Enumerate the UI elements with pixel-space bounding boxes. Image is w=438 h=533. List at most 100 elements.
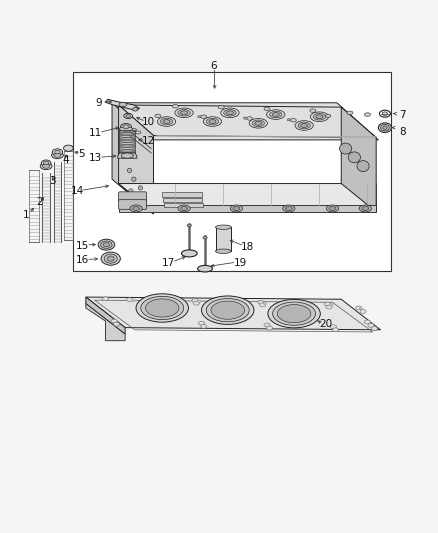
Ellipse shape (198, 300, 201, 303)
Text: 20: 20 (319, 319, 332, 329)
Text: 14: 14 (71, 187, 84, 196)
Ellipse shape (178, 110, 190, 116)
Ellipse shape (52, 149, 63, 156)
Ellipse shape (211, 301, 244, 319)
Ellipse shape (249, 118, 268, 128)
Text: 11: 11 (89, 128, 102, 139)
Ellipse shape (101, 241, 112, 248)
Polygon shape (119, 105, 376, 138)
Ellipse shape (215, 249, 231, 253)
Ellipse shape (127, 298, 133, 302)
Ellipse shape (252, 120, 265, 126)
Ellipse shape (120, 124, 131, 130)
Ellipse shape (206, 118, 219, 125)
Ellipse shape (132, 300, 136, 302)
Ellipse shape (326, 305, 332, 309)
Ellipse shape (356, 306, 362, 310)
Ellipse shape (270, 111, 282, 118)
Ellipse shape (201, 115, 207, 118)
Ellipse shape (267, 326, 273, 330)
Text: 4: 4 (62, 155, 69, 165)
Ellipse shape (263, 302, 267, 304)
Ellipse shape (129, 195, 133, 200)
Ellipse shape (163, 119, 170, 124)
Ellipse shape (192, 298, 198, 303)
Ellipse shape (120, 127, 133, 131)
Ellipse shape (264, 323, 270, 327)
Ellipse shape (172, 104, 178, 108)
Ellipse shape (187, 224, 191, 227)
Polygon shape (106, 99, 140, 110)
Ellipse shape (347, 111, 353, 115)
Ellipse shape (201, 296, 254, 325)
Ellipse shape (133, 206, 140, 211)
Polygon shape (119, 183, 376, 212)
Text: 1: 1 (23, 210, 29, 220)
Ellipse shape (378, 123, 392, 133)
Ellipse shape (181, 250, 197, 257)
Ellipse shape (329, 206, 336, 211)
Polygon shape (86, 297, 381, 330)
Ellipse shape (198, 321, 205, 325)
Text: 2: 2 (36, 197, 42, 207)
Ellipse shape (272, 302, 315, 325)
Ellipse shape (55, 150, 60, 154)
Ellipse shape (130, 205, 142, 212)
Ellipse shape (255, 122, 262, 125)
Ellipse shape (129, 201, 133, 207)
Ellipse shape (203, 236, 207, 239)
Ellipse shape (381, 124, 389, 131)
Ellipse shape (52, 151, 64, 159)
Ellipse shape (218, 106, 224, 109)
Ellipse shape (371, 327, 378, 330)
Ellipse shape (324, 302, 330, 306)
Ellipse shape (131, 128, 137, 131)
Ellipse shape (326, 205, 339, 212)
Ellipse shape (41, 160, 51, 166)
Ellipse shape (348, 152, 360, 163)
FancyBboxPatch shape (119, 192, 147, 201)
Polygon shape (112, 103, 153, 214)
Text: 6: 6 (210, 61, 217, 71)
Text: 15: 15 (76, 240, 89, 251)
Ellipse shape (42, 164, 49, 168)
Polygon shape (341, 107, 376, 212)
Ellipse shape (277, 304, 311, 323)
Text: 10: 10 (142, 117, 155, 126)
Ellipse shape (359, 308, 363, 310)
Ellipse shape (138, 185, 143, 190)
Ellipse shape (268, 300, 320, 328)
Ellipse shape (54, 153, 61, 157)
Ellipse shape (283, 205, 295, 212)
Ellipse shape (180, 111, 187, 115)
Ellipse shape (267, 110, 285, 119)
Ellipse shape (339, 143, 352, 154)
Ellipse shape (364, 113, 371, 116)
Ellipse shape (206, 298, 249, 322)
Ellipse shape (357, 160, 369, 172)
Ellipse shape (178, 205, 190, 212)
Ellipse shape (224, 110, 236, 116)
Text: 8: 8 (399, 127, 406, 137)
Polygon shape (86, 304, 125, 341)
Ellipse shape (155, 114, 161, 118)
Ellipse shape (233, 206, 240, 211)
Ellipse shape (132, 177, 136, 181)
Ellipse shape (310, 112, 328, 122)
Ellipse shape (145, 299, 179, 317)
Ellipse shape (290, 118, 296, 122)
Bar (164, 203, 203, 207)
FancyBboxPatch shape (119, 200, 147, 209)
Ellipse shape (43, 161, 49, 165)
Text: 9: 9 (95, 98, 102, 108)
Ellipse shape (360, 310, 366, 313)
Polygon shape (86, 297, 125, 334)
Ellipse shape (287, 119, 290, 121)
Text: 18: 18 (241, 242, 254, 252)
Ellipse shape (330, 325, 336, 329)
Polygon shape (215, 227, 231, 251)
Ellipse shape (300, 124, 307, 127)
Ellipse shape (98, 239, 115, 250)
Ellipse shape (111, 319, 117, 323)
Polygon shape (118, 153, 137, 158)
